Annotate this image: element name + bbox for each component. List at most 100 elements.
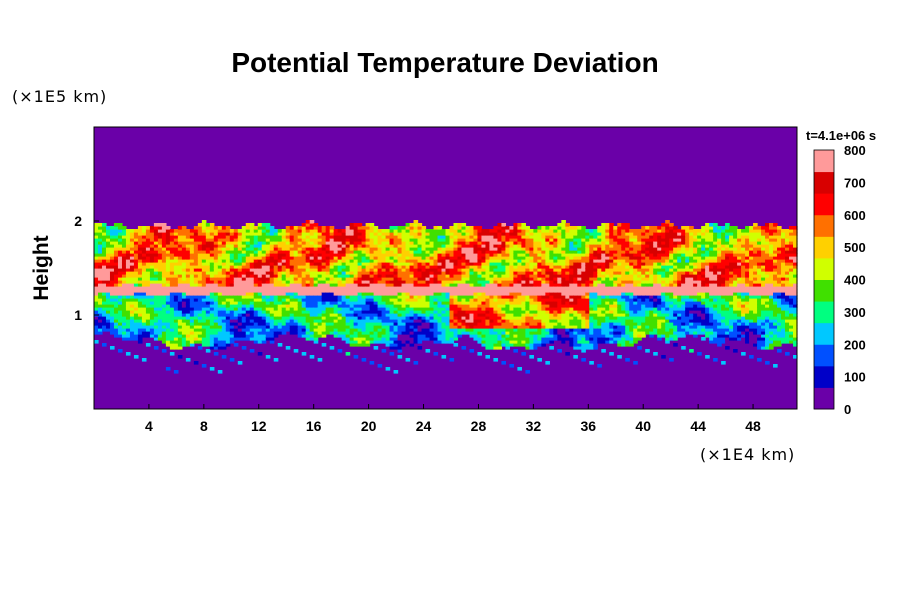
field-cell bbox=[293, 304, 299, 308]
field-cell bbox=[465, 310, 471, 314]
field-cell bbox=[165, 325, 171, 329]
field-cell bbox=[497, 259, 503, 263]
field-cell bbox=[429, 232, 435, 236]
field-cell bbox=[177, 319, 183, 323]
field-cell bbox=[537, 292, 542, 296]
y-unit-label: (×1E5 km) bbox=[12, 87, 107, 106]
field-cell bbox=[225, 229, 231, 233]
field-cell bbox=[125, 325, 131, 329]
field-cell bbox=[173, 277, 179, 281]
field-cell bbox=[197, 223, 203, 227]
field-cell bbox=[313, 253, 319, 257]
field-cell bbox=[153, 259, 159, 263]
field-cell bbox=[413, 238, 419, 242]
field-cell bbox=[517, 289, 522, 293]
field-cell bbox=[429, 307, 435, 311]
field-cell bbox=[289, 277, 295, 281]
field-cell bbox=[489, 319, 495, 323]
field-cell bbox=[241, 247, 247, 251]
field-cell bbox=[285, 292, 291, 296]
field-cell bbox=[505, 238, 510, 242]
field-cell bbox=[229, 247, 235, 251]
field-cell bbox=[581, 286, 586, 290]
field-cell bbox=[205, 313, 211, 317]
field-cell bbox=[557, 226, 562, 230]
field-cell bbox=[193, 283, 199, 287]
field-cell bbox=[357, 271, 363, 275]
field-cell bbox=[521, 238, 526, 242]
field-cell bbox=[401, 241, 407, 245]
field-cell bbox=[421, 331, 427, 335]
field-cell bbox=[217, 226, 223, 230]
field-cell bbox=[173, 325, 179, 329]
field-cell bbox=[429, 259, 435, 263]
field-cell bbox=[221, 301, 227, 305]
field-cell bbox=[537, 262, 542, 266]
field-cell bbox=[397, 355, 403, 359]
field-cell bbox=[421, 241, 427, 245]
field-cell bbox=[537, 331, 542, 335]
field-cell bbox=[509, 322, 514, 326]
field-cell bbox=[537, 343, 542, 347]
field-cell bbox=[377, 316, 383, 320]
field-cell bbox=[209, 226, 215, 230]
field-cell bbox=[581, 301, 586, 305]
field-cell bbox=[369, 316, 375, 320]
field-cell bbox=[381, 310, 387, 314]
field-cell bbox=[241, 226, 247, 230]
field-cell bbox=[573, 334, 578, 338]
field-cell bbox=[337, 334, 343, 338]
field-cell bbox=[141, 289, 147, 293]
field-cell bbox=[177, 265, 183, 269]
field-cell bbox=[565, 337, 570, 341]
field-cell bbox=[461, 226, 467, 230]
field-cell bbox=[433, 325, 439, 329]
field-cell bbox=[129, 229, 135, 233]
field-cell bbox=[153, 232, 159, 236]
field-cell bbox=[513, 277, 518, 281]
field-cell bbox=[389, 226, 395, 230]
field-cell bbox=[341, 286, 347, 290]
field-cell bbox=[109, 232, 115, 236]
field-cell bbox=[345, 280, 351, 284]
field-cell bbox=[137, 259, 143, 263]
field-cell bbox=[569, 298, 574, 302]
field-cell bbox=[117, 331, 123, 335]
field-cell bbox=[533, 283, 538, 287]
field-cell bbox=[293, 283, 299, 287]
field-cell bbox=[165, 313, 171, 317]
field-cell bbox=[489, 271, 495, 275]
field-cell bbox=[285, 322, 291, 326]
field-cell bbox=[513, 298, 518, 302]
field-cell bbox=[193, 337, 199, 341]
field-cell bbox=[549, 334, 554, 338]
field-cell bbox=[301, 316, 307, 320]
field-cell bbox=[349, 331, 355, 335]
field-cell bbox=[257, 310, 263, 314]
field-cell bbox=[393, 250, 399, 254]
field-cell bbox=[277, 265, 283, 269]
field-cell bbox=[205, 343, 211, 347]
field-cell bbox=[273, 259, 279, 263]
field-cell bbox=[541, 247, 546, 251]
field-cell bbox=[169, 322, 175, 326]
field-cell bbox=[337, 238, 343, 242]
field-cell bbox=[161, 235, 167, 239]
field-cell bbox=[289, 235, 295, 239]
field-cell bbox=[97, 322, 103, 326]
field-cell bbox=[497, 292, 503, 296]
field-cell bbox=[321, 295, 327, 299]
field-cell bbox=[109, 319, 115, 323]
field-cell bbox=[525, 262, 530, 266]
field-cell bbox=[581, 241, 586, 245]
field-cell bbox=[533, 262, 538, 266]
field-cell bbox=[317, 256, 323, 260]
field-cell bbox=[509, 232, 514, 236]
field-cell bbox=[369, 292, 375, 296]
field-cell bbox=[289, 268, 295, 272]
field-cell bbox=[529, 304, 534, 308]
field-cell bbox=[197, 298, 203, 302]
field-cell bbox=[153, 313, 159, 317]
field-cell bbox=[389, 313, 395, 317]
field-cell bbox=[361, 259, 367, 263]
